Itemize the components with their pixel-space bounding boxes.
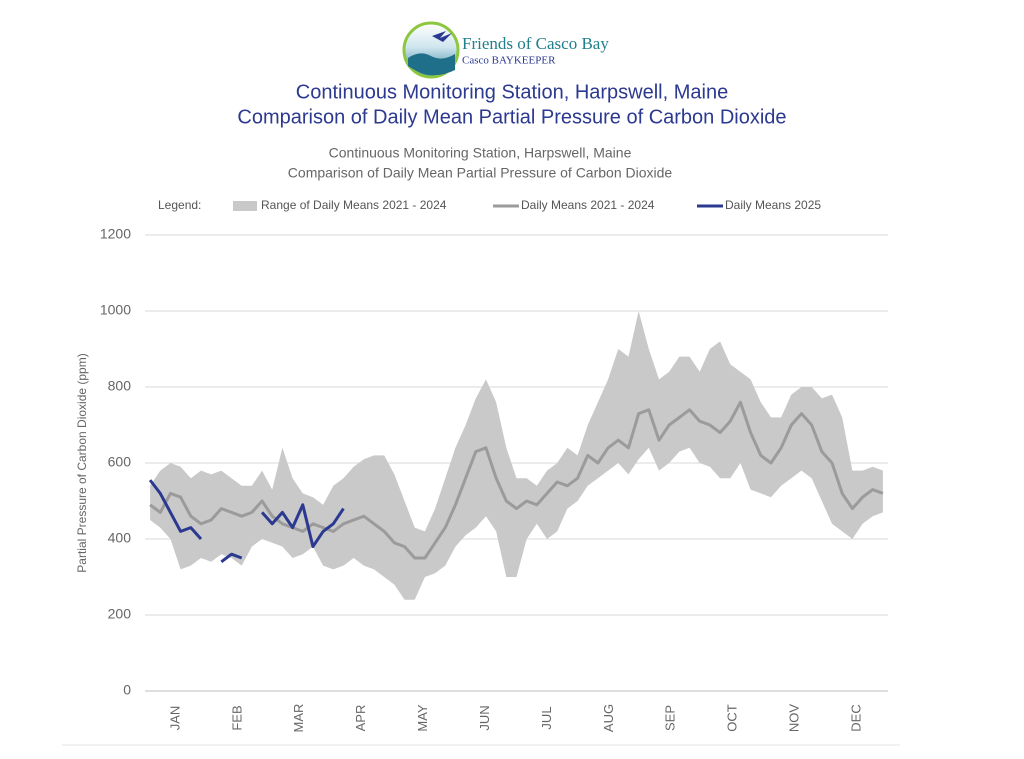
page-title: Continuous Monitoring Station, Harpswell… [296,81,728,103]
x-tick-label: SEP [663,705,678,731]
x-tick-label: MAY [415,704,430,732]
y-tick-label: 400 [108,530,132,546]
y-tick-label: 0 [123,682,131,698]
legend-label: Daily Means 2025 [725,198,821,212]
legend-label: Daily Means 2021 - 2024 [521,198,655,212]
y-axis-label: Partial Pressure of Carbon Dioxide (ppm) [75,353,89,572]
x-tick-label: AUG [601,704,616,732]
y-tick-label: 1000 [100,302,131,318]
series-line [148,479,345,564]
x-tick-label: JAN [167,706,182,731]
y-tick-label: 600 [108,454,132,470]
page-subtitle: Comparison of Daily Mean Partial Pressur… [237,106,786,128]
x-tick-label: DEC [848,704,863,731]
x-tick-label: JUL [539,706,554,729]
range-band [150,311,883,600]
chart-title: Continuous Monitoring Station, Harpswell… [329,145,632,161]
x-tick-label: JUN [477,705,492,730]
x-tick-label: OCT [725,704,740,732]
legend-title: Legend: [158,198,201,212]
legend: Range of Daily Means 2021 - 2024 Daily Me… [233,198,821,212]
logo-name: Friends of Casco Bay [462,34,609,53]
legend-swatch [233,201,257,211]
series-line [149,400,884,560]
x-tick-label: APR [353,705,368,732]
y-tick-label: 1200 [100,226,131,242]
y-tick-label: 800 [108,378,132,394]
x-tick-label: FEB [229,705,244,730]
logo-bird [432,31,452,42]
y-tick-label: 200 [108,606,132,622]
logo-wave [408,53,455,76]
logo-tagline: Casco BAYKEEPER [462,55,556,67]
logo: Friends of Casco Bay Casco BAYKEEPER [402,21,609,79]
x-tick-label: MAR [291,704,306,733]
chart-subtitle: Comparison of Daily Mean Partial Pressur… [288,165,673,181]
x-tick-label: NOV [787,704,802,733]
legend-label: Range of Daily Means 2021 - 2024 [261,198,447,212]
